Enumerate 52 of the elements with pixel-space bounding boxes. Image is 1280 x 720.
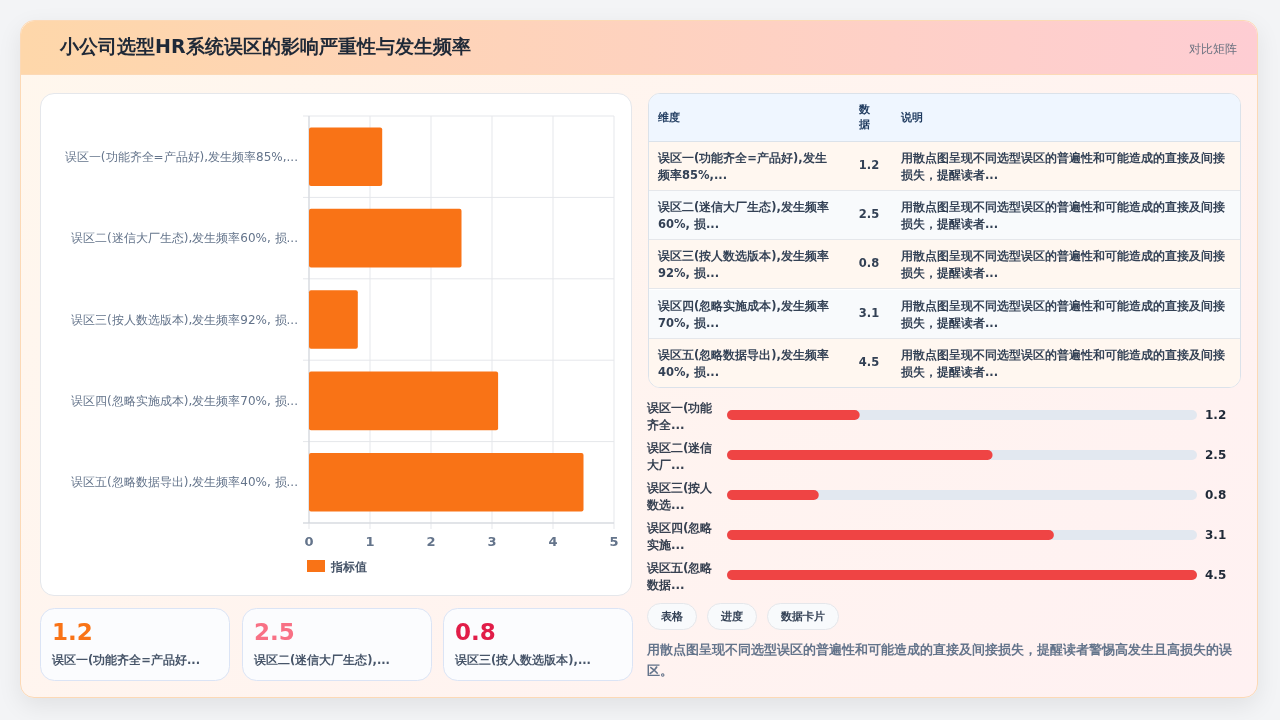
data-label: 3.1 [857,305,881,320]
text: 表格 [647,603,697,630]
data-label: 4.5 [857,354,881,369]
y-tick-label: 误区五(忽略数据... [647,560,714,594]
data-label: 0.8 [1205,488,1227,502]
text: 数据 [859,102,871,132]
text: 小公司选型HR系统误区的影响严重性与发生频率 [60,34,471,59]
text: 维度 [658,110,680,125]
y-tick-label: 误区四(忽略实施... [647,520,714,554]
text: 用散点图呈现不同选型误区的普遍性和可能造成的直接及间接损失，提醒读者... [901,346,1226,381]
legend-label: 指标值 [330,560,367,574]
data-label: 1.2 [1205,408,1227,422]
x-tick-label: 4 [548,534,558,549]
text: 用散点图呈现不同选型误区的普遍性和可能造成的直接及间接损失，提醒读者警惕高发生且高损失的误区。 [647,641,1233,680]
x-tick-label: 2 [426,534,436,549]
text: 用散点图呈现不同选型误区的普遍性和可能造成的直接及间接损失，提醒读者... [901,248,1226,283]
data-label: 4.5 [1205,568,1227,582]
x-tick-label: 1 [365,534,375,549]
bar [309,127,383,186]
y-tick-label: 误区四(忽略实施成本),发生频率70%, 损... [71,393,298,408]
category-label: 误区二(迷信大厂生态),... [254,653,390,668]
y-tick-label: 误区二(迷信大厂... [647,440,714,474]
bar [309,371,499,431]
data-label: 0.8 [455,619,496,645]
data-label: 3.1 [1205,528,1227,542]
y-tick-label: 误区五(忽略数据导出),发生频率40%, 损... [71,475,298,490]
y-tick-label: 误区一(功能齐全=产品好),发生频率85%,... [64,149,298,164]
y-tick-label: 误区二(迷信大厂生态),发生频率60%, 损... [71,231,298,246]
annotation: 进度 [707,603,757,630]
text: 用散点图呈现不同选型误区的普遍性和可能造成的直接及间接损失，提醒读者... [901,297,1226,332]
data-label: 2.5 [857,207,881,222]
category-label: 误区一(功能齐全=产品好... [52,653,200,668]
data-label: 0.8 [857,256,881,271]
y-tick-label: 误区三(按人数选版本),发生频率92%, 损... [71,312,298,327]
bar [309,453,584,512]
x-tick-label: 0 [304,534,314,549]
y-tick-label: 误区一(功能齐全... [647,400,714,434]
text: 对比矩阵 [1189,41,1237,58]
x-tick-label: 5 [609,534,619,549]
category-label: 误区三(按人数选版本),... [455,653,591,668]
text: 说明 [901,110,923,125]
data-label: 1.2 [52,619,93,645]
bar [309,208,462,268]
annotation: 数据卡片 [767,603,839,630]
text: 用散点图呈现不同选型误区的普遍性和可能造成的直接及间接损失，提醒读者... [901,199,1226,234]
data-label: 1.2 [857,158,881,172]
bar [309,290,358,349]
data-label: 2.5 [254,619,295,645]
text: 用散点图呈现不同选型误区的普遍性和可能造成的直接及间接损失，提醒读者... [901,150,1226,184]
y-tick-label: 误区三(按人数选... [647,480,714,514]
data-label: 2.5 [1205,448,1227,462]
x-tick-label: 3 [487,534,497,549]
